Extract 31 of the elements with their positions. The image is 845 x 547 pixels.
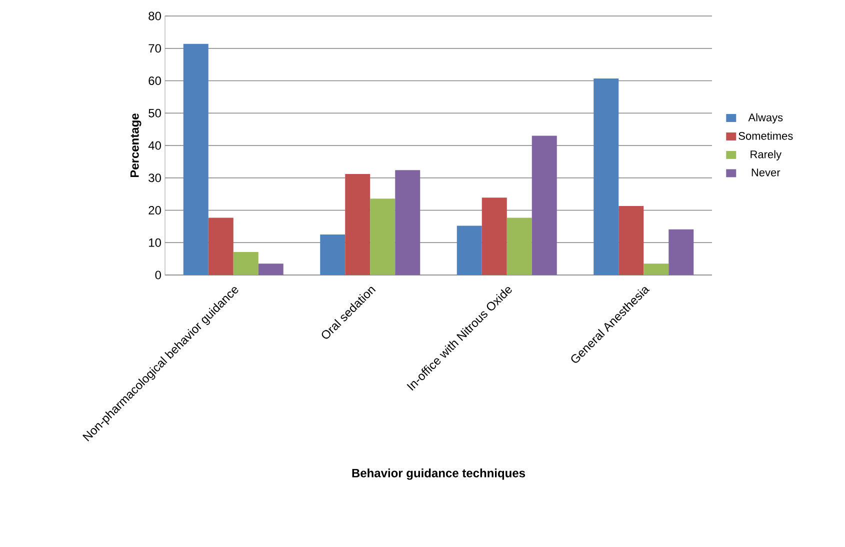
y-tick-label: 40 — [148, 141, 162, 150]
bar — [482, 198, 507, 275]
legend-label: Sometimes — [738, 132, 793, 140]
bar — [644, 264, 669, 275]
y-tick-label: 50 — [148, 108, 162, 118]
bar — [208, 218, 234, 275]
y-tick-label: 30 — [148, 174, 162, 182]
bar — [395, 170, 420, 275]
x-axis-title: Behavior guidance techniques — [352, 468, 526, 480]
bar — [506, 218, 532, 275]
bar — [668, 229, 694, 275]
y-tick-label: 20 — [148, 206, 162, 214]
y-tick-label: 80 — [148, 12, 162, 20]
y-tick-label: 0 — [155, 270, 162, 280]
bar — [233, 252, 258, 275]
y-tick-label: 10 — [149, 238, 162, 247]
bar — [456, 226, 482, 275]
y-tick-label: 60 — [148, 76, 162, 85]
legend-label: Rarely — [750, 150, 782, 160]
bar — [532, 136, 557, 275]
bar — [183, 44, 208, 275]
legend-label: Always — [748, 113, 783, 124]
bar — [258, 264, 284, 275]
bar — [370, 198, 396, 275]
bar — [618, 206, 644, 275]
y-tick-label: 70 — [148, 44, 162, 53]
bar — [345, 174, 370, 275]
bar — [320, 234, 346, 275]
y-axis-title: Percentage — [130, 114, 142, 178]
bar — [594, 78, 619, 275]
legend-label: Never — [752, 168, 780, 176]
